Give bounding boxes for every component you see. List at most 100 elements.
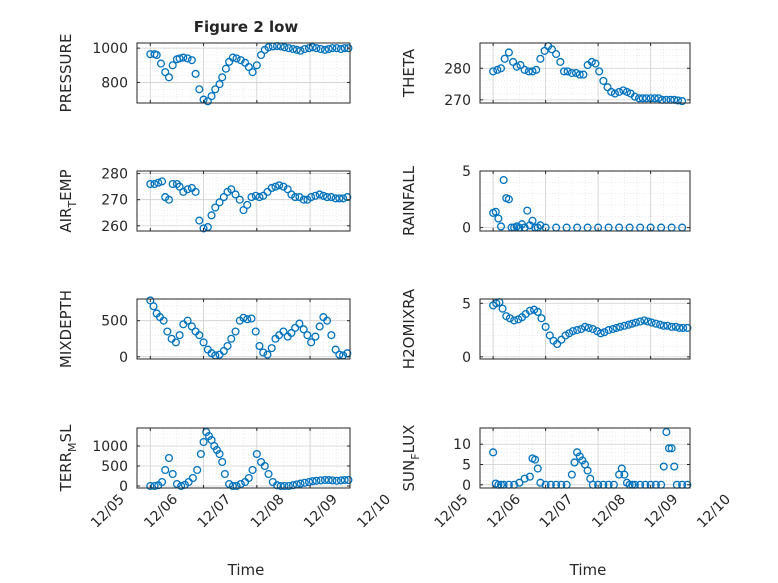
data-point bbox=[284, 44, 293, 53]
data-point bbox=[525, 306, 534, 315]
data-point bbox=[671, 322, 680, 331]
data-point bbox=[195, 85, 204, 94]
data-point bbox=[188, 473, 197, 483]
data-point bbox=[496, 222, 506, 231]
panel-pressure: 800 1000 PRESSURE bbox=[57, 34, 353, 113]
data-point bbox=[631, 318, 640, 327]
data-point bbox=[599, 76, 608, 85]
data-point bbox=[195, 331, 204, 340]
data-point bbox=[251, 327, 260, 336]
y-tick-label: 1000 bbox=[92, 41, 128, 57]
data-point bbox=[150, 481, 159, 491]
data-point bbox=[295, 193, 304, 202]
axes-box bbox=[479, 427, 691, 489]
data-point bbox=[344, 475, 353, 485]
data-point bbox=[255, 341, 264, 351]
data-point bbox=[572, 68, 581, 78]
data-point bbox=[272, 481, 282, 490]
data-point bbox=[171, 338, 180, 347]
data-point bbox=[284, 481, 293, 491]
data-point bbox=[164, 195, 174, 204]
data-point bbox=[647, 318, 656, 327]
panel-terr_msl: 0 500 1000 12/05 12/06 12/07 12/08 12/09 12/10 TE… bbox=[57, 424, 394, 531]
y-axis-label: PRESSURE bbox=[57, 34, 75, 113]
data-point bbox=[557, 335, 566, 344]
axes-box bbox=[479, 42, 691, 104]
data-point bbox=[235, 195, 244, 204]
data-point bbox=[607, 87, 616, 96]
data-point bbox=[223, 341, 232, 351]
xlabel-right: Time bbox=[569, 561, 607, 579]
data-point bbox=[331, 345, 340, 354]
data-point bbox=[545, 331, 554, 340]
data-point bbox=[622, 87, 632, 96]
y-tick-label: 5 bbox=[462, 164, 471, 180]
data-point bbox=[296, 46, 305, 55]
xlabel-left: Time bbox=[227, 561, 265, 579]
y-tick-label: 270 bbox=[101, 193, 128, 209]
data-point bbox=[336, 44, 345, 54]
x-tick-label: 12/06 bbox=[141, 491, 181, 531]
x-tick-label: 12/08 bbox=[589, 492, 629, 532]
data-point bbox=[328, 476, 337, 485]
data-point bbox=[271, 182, 280, 191]
data-point bbox=[259, 348, 268, 357]
data-point bbox=[219, 346, 228, 356]
data-point bbox=[312, 44, 321, 53]
data-point bbox=[525, 472, 534, 481]
y-tick-label: 280 bbox=[444, 61, 471, 77]
data-point bbox=[243, 200, 252, 209]
data-point bbox=[573, 326, 582, 335]
data-point bbox=[498, 304, 507, 313]
data-point bbox=[587, 57, 596, 66]
data-point bbox=[328, 44, 337, 53]
data-point bbox=[239, 206, 248, 215]
data-point bbox=[615, 87, 624, 96]
data-point bbox=[595, 67, 604, 76]
data-point bbox=[247, 193, 256, 202]
data-point bbox=[225, 57, 234, 66]
data-point bbox=[276, 481, 285, 491]
data-point bbox=[260, 461, 269, 471]
data-point bbox=[247, 314, 256, 323]
data-point bbox=[575, 70, 584, 79]
data-point bbox=[604, 326, 613, 335]
data-point bbox=[211, 203, 220, 212]
data-point bbox=[307, 193, 316, 202]
data-point bbox=[315, 190, 324, 199]
y-tick-label: 0 bbox=[462, 350, 471, 366]
y-tick-label: 500 bbox=[101, 459, 128, 475]
data-point bbox=[299, 325, 308, 334]
data-point bbox=[327, 193, 336, 202]
data-point bbox=[300, 478, 309, 487]
data-point bbox=[335, 350, 344, 359]
data-point bbox=[236, 56, 245, 65]
data-point bbox=[252, 449, 261, 459]
data-point bbox=[168, 469, 177, 479]
data-point bbox=[303, 331, 312, 340]
data-point bbox=[505, 314, 514, 323]
data-point bbox=[288, 44, 298, 54]
data-point bbox=[231, 190, 240, 199]
data-point bbox=[568, 327, 577, 336]
data-point bbox=[304, 44, 314, 53]
data-point bbox=[340, 475, 349, 485]
data-point bbox=[570, 458, 579, 467]
y-tick-label: 0 bbox=[119, 479, 128, 495]
panel-sun_flux: 0 5 10 12/05 12/06 12/07 12/08 12/09 12/10 SUNFLU… bbox=[400, 425, 734, 532]
y-axis-label: RAINFALL bbox=[400, 165, 418, 236]
data-point bbox=[516, 61, 525, 70]
data-point bbox=[203, 97, 212, 106]
data-point bbox=[295, 319, 304, 328]
data-point bbox=[164, 73, 174, 82]
x-tick-label: 12/07 bbox=[537, 492, 577, 532]
data-point bbox=[227, 334, 236, 343]
data-point bbox=[251, 191, 260, 200]
data-point bbox=[323, 193, 332, 202]
data-point bbox=[168, 179, 177, 189]
data-point bbox=[563, 67, 572, 76]
data-point bbox=[177, 481, 186, 491]
data-point bbox=[515, 478, 524, 487]
data-point bbox=[567, 470, 576, 479]
data-point bbox=[252, 61, 261, 70]
